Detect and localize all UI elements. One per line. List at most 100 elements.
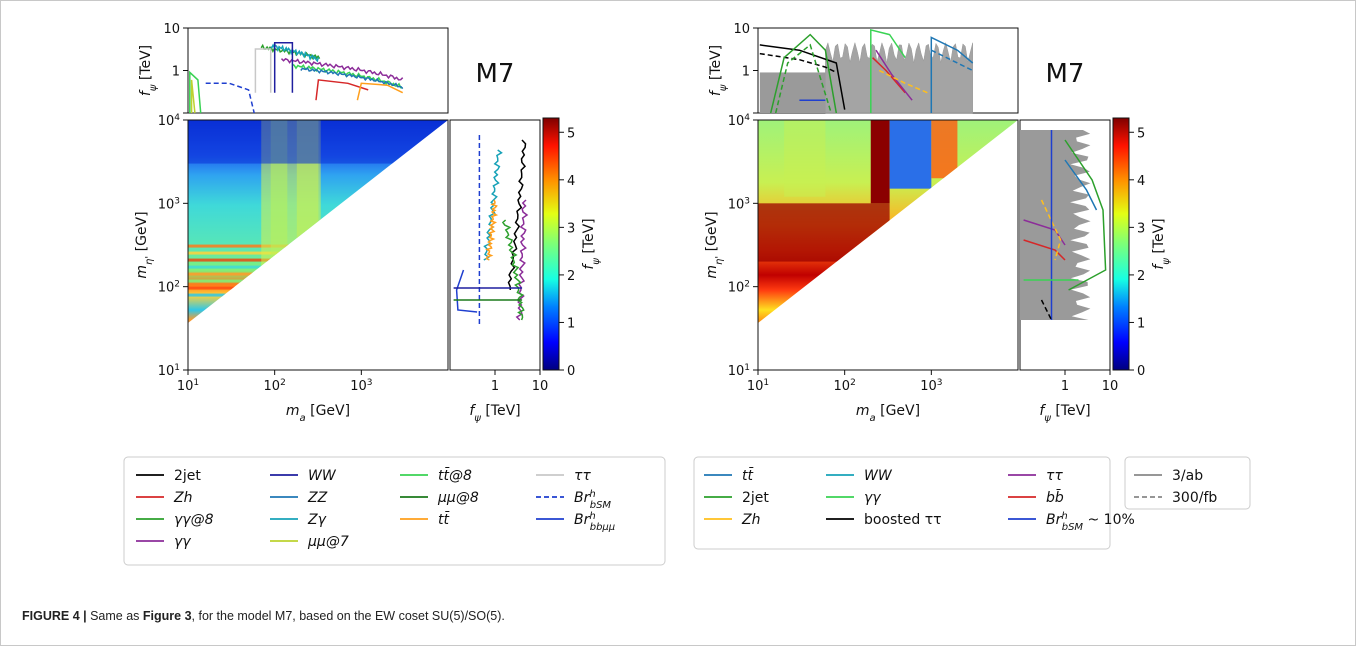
y-tick-label: 101 — [158, 363, 180, 379]
legend-item: tt̄ — [400, 510, 450, 528]
side-x-axis-label: fψ [TeV] — [469, 403, 520, 424]
y-axis-label: mη' [GeV] — [704, 211, 725, 278]
legend-item: bb̄ — [1008, 488, 1064, 506]
top-y-tick-label: 10 — [733, 22, 750, 37]
legend-box — [123, 456, 666, 566]
legend-label: 3/ab — [1172, 468, 1203, 484]
top-curve-zh — [878, 69, 928, 94]
top-curve-bb — [872, 57, 906, 94]
heatmap-column — [784, 120, 826, 197]
legend-item: γγ@8 — [136, 512, 214, 528]
top-curve-boosted-300 — [759, 52, 837, 74]
figure-caption: FIGURE 4 | Same as Figure 3, for the mod… — [22, 609, 505, 623]
legend-item: ττ — [1008, 468, 1063, 484]
x-tick-label: 102 — [834, 378, 856, 394]
heatmap-band — [188, 244, 448, 248]
legend-item: 2jet — [704, 490, 769, 506]
legend-label: Zh — [173, 490, 192, 506]
y-tick-label: 103 — [728, 196, 750, 212]
legend-item: Zh — [136, 490, 192, 506]
top-curve-tt — [356, 82, 404, 101]
colorbar-tick-label: 0 — [567, 364, 575, 379]
legend-label: Zγ — [307, 512, 327, 528]
legend-label: ττ — [1046, 468, 1063, 484]
heatmap-left — [188, 120, 448, 323]
caption-label: FIGURE 4 | — [22, 609, 87, 623]
top-y-axis-label: fψ [TeV] — [708, 45, 729, 96]
top-curve-gammagamma — [870, 28, 906, 113]
y-tick-label: 103 — [158, 196, 180, 212]
legend-label: WW — [308, 468, 337, 484]
caption-text-after: , for the model M7, based on the EW cose… — [191, 609, 505, 623]
heatmap-band — [188, 293, 448, 297]
heatmap-top-band — [188, 120, 448, 164]
x-tick-label: 103 — [920, 378, 942, 394]
caption-text-before: Same as — [86, 609, 143, 623]
top-y-tick-label: 1 — [172, 65, 180, 80]
x-tick-label: 101 — [747, 378, 769, 394]
heatmap-hot-corner — [931, 120, 958, 179]
top-curve-brbsm — [205, 82, 255, 114]
legend-label: Brh bbμμ — [574, 511, 615, 533]
legend-item: Brh bSM — [536, 489, 611, 511]
legend-label: μμ@7 — [307, 534, 349, 550]
top-curve-tautau — [875, 49, 913, 101]
legend-label: Zh — [741, 512, 760, 528]
side-band-3ab — [1020, 130, 1091, 320]
top-curve-ww — [273, 41, 294, 93]
legend-label: tt̄ — [742, 466, 754, 484]
main-axes-frame — [757, 119, 1019, 371]
legend-label: boosted ττ — [864, 512, 942, 528]
colorbar-tick-label: 3 — [1137, 221, 1145, 236]
colorbar-tick-label: 5 — [1137, 126, 1145, 141]
legend-item: Zh — [704, 512, 760, 528]
legend-item: ZZ — [270, 490, 328, 506]
side-panel-frame — [449, 119, 541, 371]
heatmap-band — [188, 279, 448, 283]
legend-item: μμ@7 — [270, 534, 349, 550]
heatmap-band — [188, 251, 448, 255]
colorbar-label: fψ [TeV] — [1151, 218, 1172, 269]
colorbar-label: fψ [TeV] — [581, 218, 602, 269]
legend-label: 2jet — [174, 468, 201, 484]
legend-label: tt̄ — [438, 510, 450, 528]
caption-figure-ref[interactable]: Figure 3 — [142, 609, 192, 623]
top-panel-curves — [759, 28, 974, 114]
y-tick-label: 104 — [728, 113, 751, 129]
top-curve-tautau — [254, 48, 272, 93]
side-curve-zh — [1040, 199, 1062, 261]
legend-box — [693, 456, 1111, 550]
x-tick-label: 103 — [350, 378, 372, 394]
main-axes-frame — [187, 119, 449, 371]
legend-item: boosted ττ — [826, 512, 942, 528]
legend-label: ττ — [574, 468, 591, 484]
colorbar-tick-label: 0 — [1137, 364, 1145, 379]
legend-label: 300/fb — [1172, 490, 1217, 506]
y-tick-label: 102 — [728, 280, 750, 296]
colorbar-tick-label: 1 — [567, 316, 575, 331]
x-axis-label: ma [GeV] — [856, 403, 920, 424]
top-curve-lowmass — [189, 70, 202, 114]
legend-item: ττ — [536, 468, 591, 484]
legend-label: γγ@8 — [174, 512, 214, 528]
legend-left: 2jet Zh γγ@8 γγ WW ZZ Zγ μμ@7 tt̄@8 μμ@8 tt̄ ττ Brh b… — [123, 456, 666, 566]
legend-item: 2jet — [136, 468, 201, 484]
top-band-lowmass — [759, 72, 826, 113]
y-tick-label: 104 — [158, 113, 181, 129]
side-panel-curves — [453, 135, 529, 325]
heatmap-band — [188, 272, 448, 276]
side-curve-tt — [485, 199, 499, 261]
top-curve-tt8 — [292, 63, 403, 89]
side-curve-bb — [1023, 239, 1066, 261]
legend-luminosity-box — [1124, 456, 1251, 510]
top-curve-tt — [930, 36, 974, 113]
side-panel-curves — [1020, 130, 1107, 321]
side-curve-2jet — [1064, 139, 1107, 291]
heatmap-blue-block — [889, 120, 932, 189]
top-y-tick-label: 1 — [742, 65, 750, 80]
heatmap-band — [188, 258, 448, 262]
side-x-tick-label: 1 — [1061, 379, 1069, 394]
legend-item: γγ — [826, 490, 881, 506]
side-curve-tt — [1064, 159, 1098, 211]
